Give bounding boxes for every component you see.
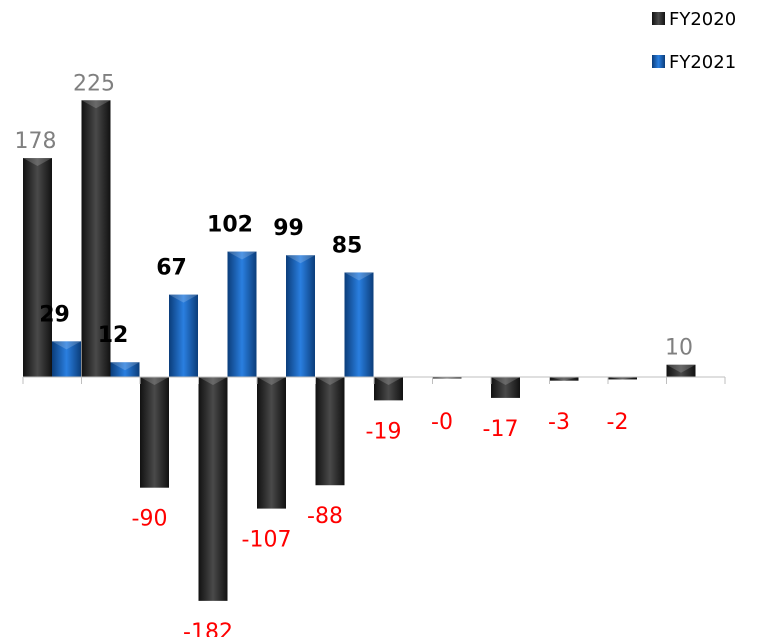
bar-fy2020-7 [432,377,462,379]
bar-fy2020-2 [140,377,169,488]
legend-swatch-fy2020 [652,12,665,25]
label-fy2020-2: -90 [132,507,168,532]
bar-fy2020-9 [549,377,579,381]
label-fy2020-3: -182 [183,620,233,637]
bar-fy2020-11-bevel [666,364,696,373]
legend-swatch-fy2021 [652,55,665,68]
label-fy2020-8: -17 [483,417,519,442]
label-fy2020-10: -2 [607,410,629,435]
bar-fy2020-6 [374,377,403,401]
bar-fy2021-5 [344,272,374,377]
label-fy2020-1: 225 [73,71,115,96]
bar-fy2020-4-bevel [257,377,286,385]
label-fy2020-6: -19 [366,419,402,444]
bar-fy2020-0 [23,158,52,377]
bar-fy2021-1 [110,362,140,377]
bar-fy2021-3-bevel [227,251,257,260]
bar-fy2020-2-bevel [140,377,169,385]
label-fy2020-4: -107 [242,528,292,553]
bar-fy2021-4-bevel [286,255,315,264]
bar-fy2021-2-bevel [169,294,198,303]
label-fy2020-9: -3 [548,410,570,435]
label-fy2020-0: 178 [15,129,57,154]
legend-label-fy2021: FY2021 [669,52,736,73]
bar-fy2020-8 [491,377,520,398]
label-fy2021-1: 12 [98,323,129,348]
bar-fy2020-9-bevel [549,377,579,381]
bar-fy2020-10-bevel [608,377,637,380]
bar-fy2020-1 [81,100,111,377]
bar-fy2020-6-bevel [374,377,403,385]
label-fy2020-5: -88 [307,504,343,529]
label-fy2021-2: 67 [156,256,187,281]
bar-fy2020-8-bevel [491,377,520,385]
bar-fy2020-1-bevel [81,100,111,109]
bar-fy2020-5-bevel [315,377,345,385]
bar-fy2021-5-bevel [344,272,374,281]
label-fy2020-11: 10 [665,336,693,361]
label-fy2021-3: 102 [207,213,253,238]
bar-fy2021-4 [286,255,315,377]
legend: FY2020 FY2021 [652,9,736,73]
bar-fy2021-0-bevel [52,341,81,350]
bar-fy2020-10 [608,377,637,380]
bar-fy2020-3-bevel [198,377,228,385]
bar-fy2021-0 [52,341,81,377]
label-fy2021-5: 85 [332,233,363,258]
legend-label-fy2020: FY2020 [669,9,736,30]
bar-fy2020-3 [198,377,228,601]
label-fy2021-4: 99 [273,216,304,241]
bar-fy2020-4 [257,377,286,509]
bar-fy2020-5 [315,377,345,486]
bar-fy2020-11 [666,364,696,377]
label-fy2021-0: 29 [39,302,70,327]
bar-fy2021-3 [227,251,257,377]
bar-fy2021-1-bevel [110,362,140,371]
bar-fy2020-0-bevel [23,158,52,167]
label-fy2020-7: -0 [431,410,453,435]
bar-fy2021-2 [169,294,198,377]
